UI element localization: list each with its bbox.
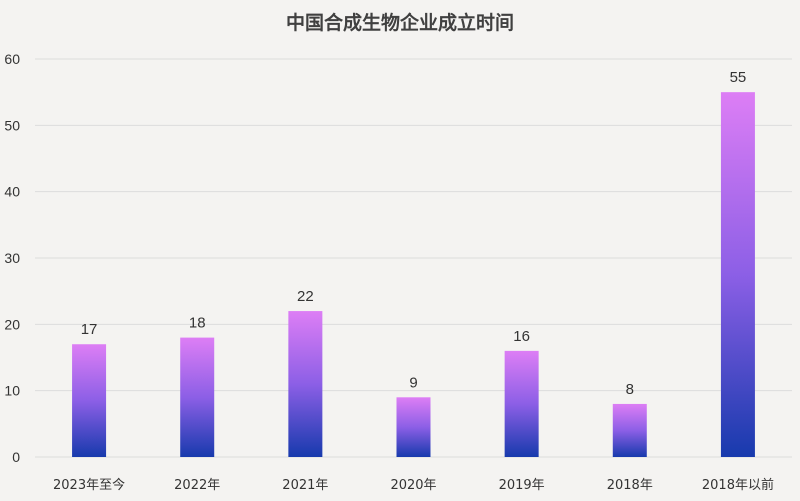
bar-value-label: 55 bbox=[730, 69, 747, 86]
bar-value-label: 18 bbox=[189, 315, 206, 332]
x-axis: 2023年至今 2022年 2021年 2020年 2019年 2018年 2018年以前 bbox=[53, 477, 774, 493]
bar bbox=[396, 397, 431, 457]
bar-value-label: 9 bbox=[409, 374, 417, 391]
y-tick-label: 20 bbox=[4, 316, 20, 332]
x-tick-label: 2018年以前 bbox=[702, 477, 774, 493]
y-tick-label: 50 bbox=[4, 117, 20, 133]
bar-value-label: 16 bbox=[513, 328, 530, 345]
bar bbox=[720, 92, 755, 458]
x-tick-label: 2018年 bbox=[607, 478, 653, 493]
bar-value-label: 22 bbox=[297, 288, 314, 305]
y-axis: 0 10 20 30 40 50 60 bbox=[4, 51, 20, 465]
y-tick-label: 10 bbox=[4, 383, 20, 399]
x-tick-label: 2020年 bbox=[390, 478, 436, 493]
bar bbox=[72, 344, 107, 457]
bar bbox=[288, 311, 323, 457]
y-tick-label: 60 bbox=[4, 51, 20, 67]
bar-value-label: 8 bbox=[626, 381, 634, 398]
bar bbox=[180, 337, 215, 457]
chart-title: 中国合成生物企业成立时间 bbox=[285, 12, 514, 34]
bars: 17 18 22 9 16 8 55 bbox=[72, 69, 755, 458]
bar-value-label: 17 bbox=[81, 321, 98, 338]
x-tick-label: 2019年 bbox=[499, 478, 545, 493]
bar bbox=[504, 350, 539, 457]
y-tick-label: 0 bbox=[12, 449, 20, 465]
x-tick-label: 2021年 bbox=[282, 478, 328, 493]
y-tick-label: 30 bbox=[4, 250, 20, 266]
bar bbox=[612, 403, 647, 457]
x-tick-label: 2022年 bbox=[174, 478, 220, 493]
y-tick-label: 40 bbox=[4, 184, 20, 200]
x-tick-label: 2023年至今 bbox=[53, 477, 125, 493]
